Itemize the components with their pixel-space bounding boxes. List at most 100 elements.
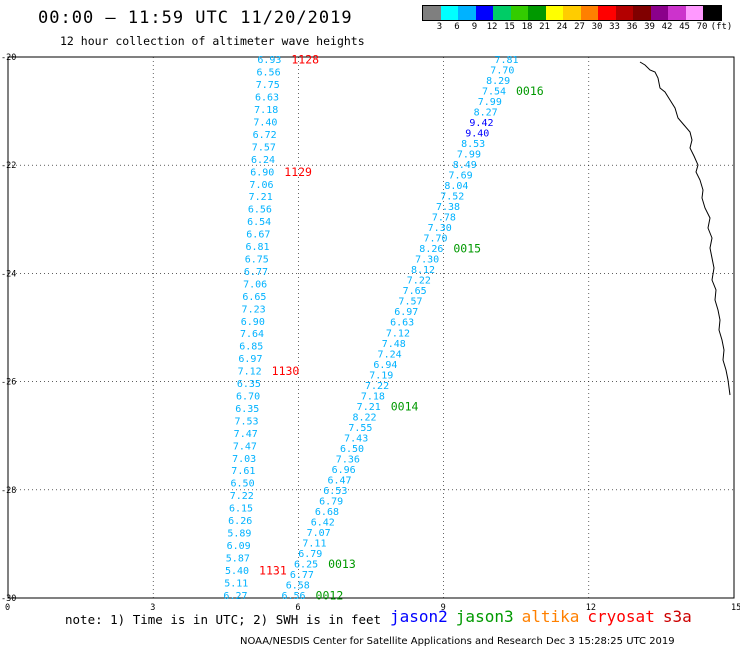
swh-value: 6.42 bbox=[311, 517, 335, 528]
swh-value: 9.40 bbox=[465, 129, 489, 140]
time-label: 0013 bbox=[328, 557, 356, 571]
swh-value: 7.55 bbox=[348, 423, 372, 434]
colorbar-label: 21 bbox=[539, 22, 550, 32]
coastline bbox=[639, 61, 731, 396]
swh-value: 7.36 bbox=[336, 454, 360, 465]
swh-value: 7.52 bbox=[440, 192, 464, 203]
swh-value: 7.23 bbox=[242, 304, 266, 315]
swh-value: 7.06 bbox=[243, 279, 267, 290]
satellite-legend: jason2 jason3 altika cryosat s3a bbox=[390, 607, 700, 626]
colorbar-swatch bbox=[580, 6, 598, 20]
y-tick-label: -22 bbox=[1, 161, 16, 171]
plot-frame bbox=[7, 56, 735, 599]
colorbar-label: 3 bbox=[436, 22, 443, 32]
x-tick-label: 3 bbox=[150, 603, 155, 613]
swh-value: 6.97 bbox=[238, 354, 262, 365]
swh-value: 6.54 bbox=[247, 217, 271, 228]
swh-value: 7.57 bbox=[252, 142, 276, 153]
swh-value: 7.22 bbox=[407, 276, 431, 287]
colorbar-swatch bbox=[633, 6, 651, 20]
swh-value: 6.77 bbox=[290, 570, 314, 581]
swh-value: 7.22 bbox=[365, 381, 389, 392]
swh-value: 7.53 bbox=[234, 416, 258, 427]
colorbar-swatch bbox=[510, 6, 528, 20]
swh-value: 8.12 bbox=[411, 265, 435, 276]
grid-lines bbox=[8, 57, 734, 598]
time-label: 1131 bbox=[259, 563, 287, 577]
swh-value: 6.56 bbox=[257, 68, 281, 79]
colorbar-label: 24 bbox=[556, 22, 568, 32]
y-tick-label: -26 bbox=[1, 378, 16, 388]
swh-value: 6.70 bbox=[236, 392, 260, 403]
page-title: 00:00 – 11:59 UTC 11/20/2019 bbox=[38, 8, 353, 28]
altimeter-tracks: 6.936.567.756.637.187.406.727.576.246.90… bbox=[223, 53, 543, 603]
colorbar-label: 33 bbox=[609, 22, 620, 32]
y-tick-label: -30 bbox=[1, 594, 16, 604]
swh-value: 5.89 bbox=[227, 529, 251, 540]
swh-value: 6.68 bbox=[315, 507, 339, 518]
colorbar-label: 6 bbox=[454, 22, 460, 32]
colorbar-swatch bbox=[563, 6, 581, 20]
swh-value: 8.04 bbox=[444, 181, 468, 192]
swh-value: 6.24 bbox=[251, 155, 275, 166]
swh-value: 5.11 bbox=[224, 578, 248, 589]
swh-value: 7.24 bbox=[378, 349, 402, 360]
colorbar-swatch bbox=[650, 6, 668, 20]
satellite-legend-item: jason3 bbox=[455, 607, 514, 626]
colorbar-swatch bbox=[475, 6, 493, 20]
swh-value: 7.12 bbox=[238, 367, 262, 378]
colorbar-swatch bbox=[528, 6, 546, 20]
swh-value: 6.25 bbox=[294, 559, 318, 570]
colorbar-label: 27 bbox=[574, 22, 585, 32]
colorbar-swatch bbox=[545, 6, 563, 20]
swh-value: 7.48 bbox=[382, 339, 406, 350]
swh-value: 6.65 bbox=[242, 292, 266, 303]
swh-value: 7.07 bbox=[307, 528, 331, 539]
swh-value: 6.79 bbox=[319, 496, 343, 507]
swh-value: 6.53 bbox=[323, 486, 347, 497]
swh-value: 6.50 bbox=[340, 444, 364, 455]
swh-value: 7.47 bbox=[234, 429, 258, 440]
swh-value: 8.27 bbox=[474, 108, 498, 119]
swh-value: 6.56 bbox=[248, 205, 272, 216]
x-tick-label: 15 bbox=[731, 603, 740, 613]
colorbar-swatch bbox=[685, 6, 703, 20]
y-tick-label: -28 bbox=[1, 486, 16, 496]
colorbar-label: 42 bbox=[661, 22, 673, 32]
colorbar-swatch bbox=[703, 6, 721, 20]
y-tick-label: -24 bbox=[1, 269, 16, 279]
footer-note: note: 1) Time is in UTC; 2) SWH is in fe… bbox=[65, 612, 382, 627]
swh-value: 7.11 bbox=[302, 538, 326, 549]
swh-value: 6.63 bbox=[255, 93, 279, 104]
swh-value: 7.47 bbox=[233, 441, 257, 452]
swh-value: 5.40 bbox=[225, 566, 249, 577]
swh-value: 6.77 bbox=[244, 267, 268, 278]
swh-value: 6.50 bbox=[231, 479, 255, 490]
axis-ticks: -20 -22 -24 -26 -28 -300 3 6 9 12 15 bbox=[1, 53, 740, 613]
colorbar-label: 12 bbox=[486, 22, 498, 32]
credit-line: NOAA/NESDIS Center for Satellite Applica… bbox=[240, 636, 675, 647]
swh-value: 6.90 bbox=[241, 317, 265, 328]
colorbar-swatch bbox=[458, 6, 476, 20]
time-label: 0014 bbox=[391, 399, 419, 413]
swh-value: 8.26 bbox=[419, 244, 443, 255]
swh-value: 7.21 bbox=[249, 192, 273, 203]
colorbar-swatch bbox=[615, 6, 633, 20]
colorbar-label: 15 bbox=[504, 22, 515, 32]
swh-value: 7.22 bbox=[230, 491, 254, 502]
swh-value: 6.09 bbox=[227, 541, 251, 552]
colorbar-label: (ft) bbox=[710, 22, 733, 32]
time-label: 1128 bbox=[291, 53, 319, 67]
swh-value: 6.15 bbox=[229, 504, 253, 515]
swh-value: 7.65 bbox=[403, 286, 427, 297]
swh-value: 8.53 bbox=[461, 139, 485, 150]
x-tick-label: 6 bbox=[295, 603, 300, 613]
swh-value: 9.42 bbox=[469, 118, 493, 129]
colorbar-swatch bbox=[493, 6, 511, 20]
swh-value: 8.22 bbox=[352, 412, 376, 423]
swh-value: 7.30 bbox=[428, 223, 452, 234]
colorbar-label: 45 bbox=[679, 22, 690, 32]
page-subtitle: 12 hour collection of altimeter wave hei… bbox=[60, 34, 365, 48]
colorbar-swatch bbox=[668, 6, 686, 20]
